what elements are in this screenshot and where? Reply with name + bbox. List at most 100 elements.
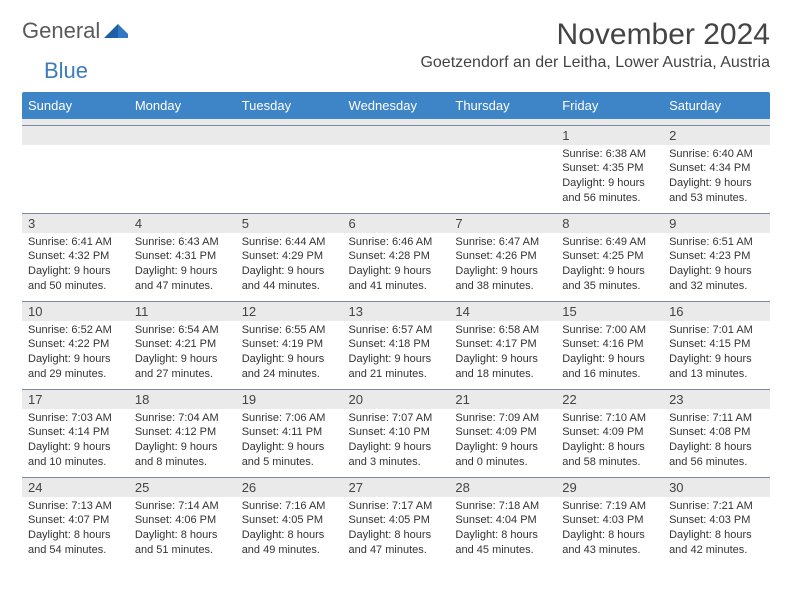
- day-header: Thursday: [449, 92, 556, 119]
- calendar-cell: 17Sunrise: 7:03 AMSunset: 4:14 PMDayligh…: [22, 389, 129, 477]
- calendar-cell: 21Sunrise: 7:09 AMSunset: 4:09 PMDayligh…: [449, 389, 556, 477]
- day-number: 1: [556, 126, 663, 145]
- day-number: 14: [449, 302, 556, 321]
- daylight-text: and 0 minutes.: [455, 455, 550, 470]
- sunrise-text: Sunrise: 7:01 AM: [669, 323, 764, 338]
- calendar-cell: 5Sunrise: 6:44 AMSunset: 4:29 PMDaylight…: [236, 213, 343, 301]
- day-number: 9: [663, 214, 770, 233]
- sunrise-text: Sunrise: 7:13 AM: [28, 499, 123, 514]
- daylight-text: and 29 minutes.: [28, 367, 123, 382]
- sunset-text: Sunset: 4:18 PM: [349, 337, 444, 352]
- daylight-text: Daylight: 9 hours: [135, 264, 230, 279]
- daylight-text: Daylight: 9 hours: [455, 352, 550, 367]
- calendar-cell: 22Sunrise: 7:10 AMSunset: 4:09 PMDayligh…: [556, 389, 663, 477]
- daylight-text: Daylight: 9 hours: [28, 352, 123, 367]
- day-number: 30: [663, 478, 770, 497]
- calendar-cell: 14Sunrise: 6:58 AMSunset: 4:17 PMDayligh…: [449, 301, 556, 389]
- daylight-text: Daylight: 8 hours: [349, 528, 444, 543]
- day-number: 3: [22, 214, 129, 233]
- sunset-text: Sunset: 4:08 PM: [669, 425, 764, 440]
- sunrise-text: Sunrise: 7:04 AM: [135, 411, 230, 426]
- day-number: 28: [449, 478, 556, 497]
- brand-part1: General: [22, 18, 100, 44]
- location-subtitle: Goetzendorf an der Leitha, Lower Austria…: [420, 54, 770, 72]
- sunset-text: Sunset: 4:03 PM: [669, 513, 764, 528]
- day-number: 21: [449, 390, 556, 409]
- calendar-week-row: 3Sunrise: 6:41 AMSunset: 4:32 PMDaylight…: [22, 213, 770, 301]
- day-number: 22: [556, 390, 663, 409]
- sunset-text: Sunset: 4:17 PM: [455, 337, 550, 352]
- daylight-text: and 56 minutes.: [562, 191, 657, 206]
- calendar-cell: 13Sunrise: 6:57 AMSunset: 4:18 PMDayligh…: [343, 301, 450, 389]
- sunrise-text: Sunrise: 6:52 AM: [28, 323, 123, 338]
- sunset-text: Sunset: 4:15 PM: [669, 337, 764, 352]
- day-number: 20: [343, 390, 450, 409]
- sunrise-text: Sunrise: 7:17 AM: [349, 499, 444, 514]
- daylight-text: and 32 minutes.: [669, 279, 764, 294]
- day-number-empty: [22, 126, 129, 145]
- calendar-cell: 3Sunrise: 6:41 AMSunset: 4:32 PMDaylight…: [22, 213, 129, 301]
- sunset-text: Sunset: 4:34 PM: [669, 161, 764, 176]
- sunset-text: Sunset: 4:09 PM: [455, 425, 550, 440]
- day-number: 12: [236, 302, 343, 321]
- calendar-cell: 20Sunrise: 7:07 AMSunset: 4:10 PMDayligh…: [343, 389, 450, 477]
- sunset-text: Sunset: 4:05 PM: [349, 513, 444, 528]
- daylight-text: and 51 minutes.: [135, 543, 230, 558]
- sunrise-text: Sunrise: 7:11 AM: [669, 411, 764, 426]
- day-number: 17: [22, 390, 129, 409]
- daylight-text: Daylight: 9 hours: [562, 264, 657, 279]
- title-block: November 2024 Goetzendorf an der Leitha,…: [420, 18, 770, 72]
- day-number-empty: [449, 126, 556, 145]
- calendar-cell: 7Sunrise: 6:47 AMSunset: 4:26 PMDaylight…: [449, 213, 556, 301]
- month-title: November 2024: [420, 18, 770, 52]
- calendar-cell: 9Sunrise: 6:51 AMSunset: 4:23 PMDaylight…: [663, 213, 770, 301]
- calendar-cell: 16Sunrise: 7:01 AMSunset: 4:15 PMDayligh…: [663, 301, 770, 389]
- sunrise-text: Sunrise: 6:51 AM: [669, 235, 764, 250]
- day-number-empty: [343, 126, 450, 145]
- day-number: 23: [663, 390, 770, 409]
- daylight-text: Daylight: 8 hours: [455, 528, 550, 543]
- sunset-text: Sunset: 4:23 PM: [669, 249, 764, 264]
- brand-mark-icon: [104, 20, 130, 43]
- day-number: 4: [129, 214, 236, 233]
- calendar-cell: 28Sunrise: 7:18 AMSunset: 4:04 PMDayligh…: [449, 477, 556, 565]
- sunset-text: Sunset: 4:29 PM: [242, 249, 337, 264]
- day-header: Saturday: [663, 92, 770, 119]
- sunrise-text: Sunrise: 7:16 AM: [242, 499, 337, 514]
- day-number: 27: [343, 478, 450, 497]
- day-header: Tuesday: [236, 92, 343, 119]
- daylight-text: and 50 minutes.: [28, 279, 123, 294]
- sunrise-text: Sunrise: 7:19 AM: [562, 499, 657, 514]
- day-number: 25: [129, 478, 236, 497]
- sunrise-text: Sunrise: 6:47 AM: [455, 235, 550, 250]
- daylight-text: Daylight: 8 hours: [669, 528, 764, 543]
- sunrise-text: Sunrise: 7:14 AM: [135, 499, 230, 514]
- day-number: 29: [556, 478, 663, 497]
- daylight-text: Daylight: 9 hours: [349, 352, 444, 367]
- calendar-cell: 8Sunrise: 6:49 AMSunset: 4:25 PMDaylight…: [556, 213, 663, 301]
- calendar-week-row: 1Sunrise: 6:38 AMSunset: 4:35 PMDaylight…: [22, 125, 770, 213]
- daylight-text: and 5 minutes.: [242, 455, 337, 470]
- sunrise-text: Sunrise: 7:21 AM: [669, 499, 764, 514]
- sunset-text: Sunset: 4:04 PM: [455, 513, 550, 528]
- calendar-cell: [236, 125, 343, 213]
- calendar-cell: 12Sunrise: 6:55 AMSunset: 4:19 PMDayligh…: [236, 301, 343, 389]
- sunset-text: Sunset: 4:22 PM: [28, 337, 123, 352]
- daylight-text: and 45 minutes.: [455, 543, 550, 558]
- daylight-text: and 54 minutes.: [28, 543, 123, 558]
- calendar-week-row: 24Sunrise: 7:13 AMSunset: 4:07 PMDayligh…: [22, 477, 770, 565]
- daylight-text: and 43 minutes.: [562, 543, 657, 558]
- day-number: 16: [663, 302, 770, 321]
- sunset-text: Sunset: 4:32 PM: [28, 249, 123, 264]
- daylight-text: and 13 minutes.: [669, 367, 764, 382]
- daylight-text: Daylight: 9 hours: [349, 440, 444, 455]
- day-header: Sunday: [22, 92, 129, 119]
- day-number: 18: [129, 390, 236, 409]
- daylight-text: and 44 minutes.: [242, 279, 337, 294]
- sunset-text: Sunset: 4:03 PM: [562, 513, 657, 528]
- daylight-text: Daylight: 9 hours: [135, 352, 230, 367]
- daylight-text: Daylight: 9 hours: [562, 176, 657, 191]
- calendar-table: SundayMondayTuesdayWednesdayThursdayFrid…: [22, 92, 770, 565]
- day-number: 7: [449, 214, 556, 233]
- sunrise-text: Sunrise: 6:40 AM: [669, 147, 764, 162]
